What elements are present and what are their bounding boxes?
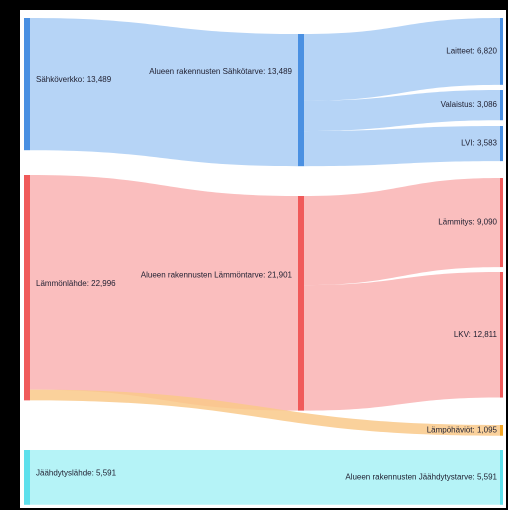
node-label: Alueen rakennusten Lämmöntarve: 21,901 bbox=[141, 270, 293, 279]
link bbox=[304, 178, 500, 286]
node bbox=[24, 450, 30, 505]
node-label: Jäähdytyslähde: 5,591 bbox=[36, 469, 117, 478]
link bbox=[30, 18, 298, 167]
link bbox=[30, 389, 500, 436]
node bbox=[500, 272, 503, 398]
link bbox=[304, 126, 500, 167]
link bbox=[30, 450, 500, 505]
link bbox=[304, 90, 500, 132]
node bbox=[500, 18, 503, 85]
node-label: Lämmönlähde: 22,996 bbox=[36, 279, 116, 288]
node bbox=[298, 34, 304, 167]
node bbox=[500, 90, 503, 121]
link bbox=[30, 175, 298, 411]
node bbox=[298, 196, 304, 411]
node-label: Sähköverkko: 13,489 bbox=[36, 75, 112, 84]
node-label: Lämmitys: 9,090 bbox=[438, 218, 497, 227]
node-label: LVI: 3,583 bbox=[461, 139, 497, 148]
link bbox=[304, 272, 500, 411]
node-label: Alueen rakennusten Jäähdytystarve: 5,591 bbox=[345, 473, 497, 482]
node bbox=[24, 175, 30, 401]
node-label: Alueen rakennusten Sähkötarve: 13,489 bbox=[149, 67, 292, 76]
node-label: Lämpöhäviöt: 1,095 bbox=[427, 425, 498, 434]
node bbox=[500, 126, 503, 162]
node-label: LKV: 12,811 bbox=[454, 330, 498, 339]
node bbox=[500, 450, 503, 505]
node-label: Laitteet: 6,820 bbox=[446, 47, 497, 56]
link bbox=[304, 18, 500, 101]
node bbox=[500, 178, 503, 268]
node bbox=[500, 425, 503, 436]
node-label: Valaistus: 3,086 bbox=[441, 100, 498, 109]
node bbox=[24, 18, 30, 151]
